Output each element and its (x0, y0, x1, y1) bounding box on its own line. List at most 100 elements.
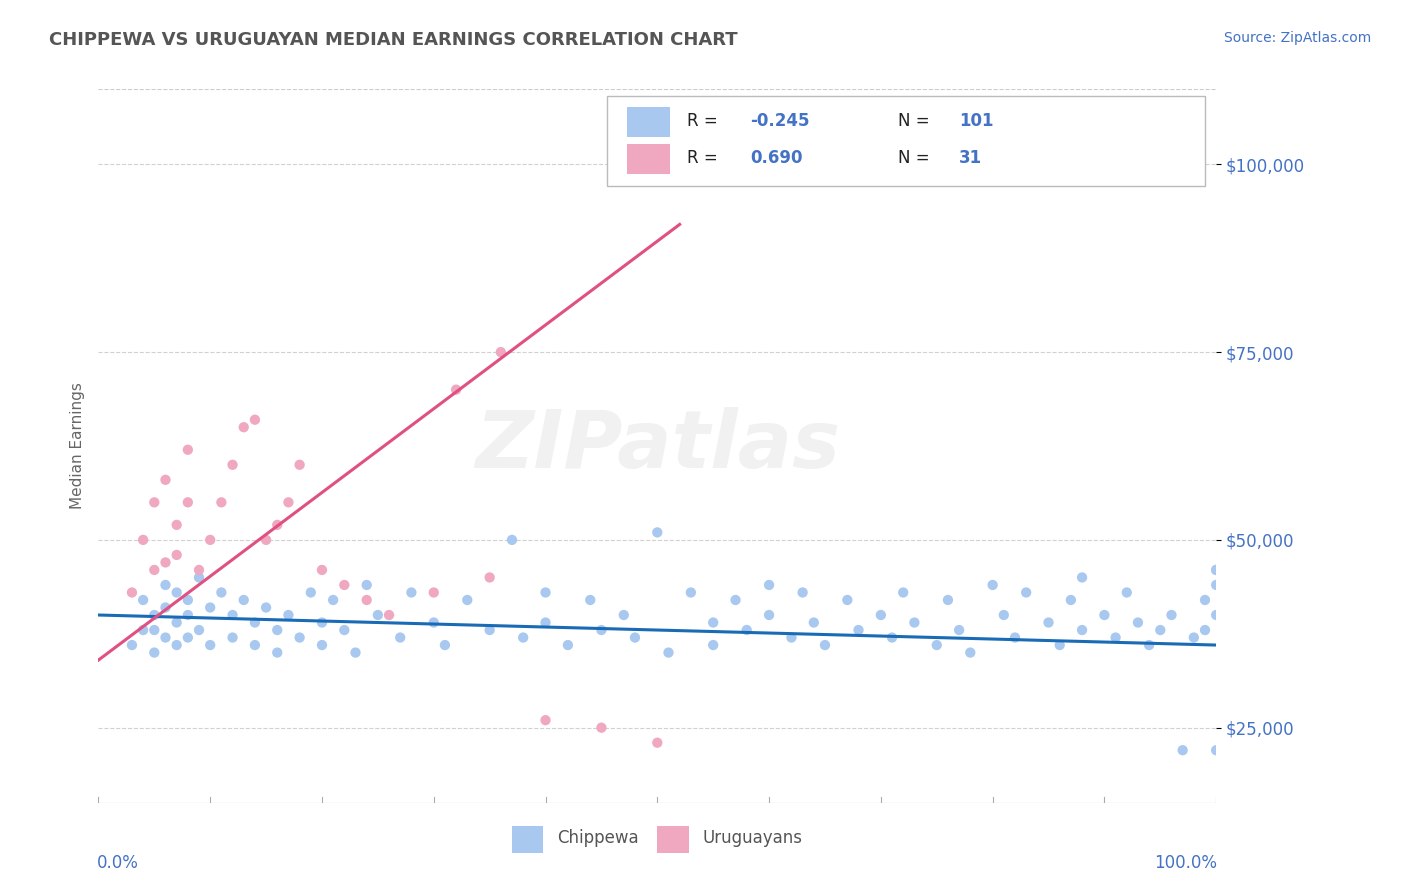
Text: R =: R = (688, 112, 724, 130)
Text: N =: N = (897, 112, 935, 130)
Point (288, 458, 311, 472)
Point (221, 607, 243, 622)
Point (903, 615, 925, 630)
Point (534, 713, 557, 727)
Point (624, 631, 647, 645)
Point (121, 638, 143, 652)
Text: Chippewa: Chippewa (557, 830, 638, 847)
FancyBboxPatch shape (627, 107, 669, 137)
Point (1160, 607, 1182, 622)
Point (724, 593, 747, 607)
Point (1094, 607, 1116, 622)
Point (1171, 743, 1194, 757)
Point (266, 623, 288, 637)
Point (534, 615, 557, 630)
Point (177, 631, 200, 645)
FancyBboxPatch shape (512, 826, 543, 853)
Point (1149, 623, 1171, 637)
Point (299, 585, 322, 599)
Point (657, 646, 679, 660)
Point (478, 570, 501, 584)
Point (679, 585, 702, 599)
Point (132, 593, 155, 607)
Text: 100.0%: 100.0% (1154, 855, 1218, 872)
Point (333, 623, 356, 637)
Point (1038, 615, 1060, 630)
Point (1071, 623, 1094, 637)
Point (948, 623, 970, 637)
Point (780, 631, 803, 645)
Point (311, 563, 333, 577)
Point (1060, 593, 1083, 607)
Point (277, 607, 299, 622)
Point (200, 600, 222, 615)
Point (613, 607, 636, 622)
Point (456, 593, 478, 607)
Point (356, 578, 378, 592)
Point (166, 615, 188, 630)
Text: 0.0%: 0.0% (97, 855, 139, 872)
Point (1205, 563, 1227, 577)
Point (177, 495, 200, 509)
Point (1182, 631, 1205, 645)
Text: N =: N = (897, 150, 935, 168)
Point (143, 646, 166, 660)
Text: Source: ZipAtlas.com: Source: ZipAtlas.com (1223, 31, 1371, 45)
Point (188, 563, 211, 577)
Point (155, 578, 177, 592)
Point (243, 638, 266, 652)
Point (735, 623, 758, 637)
Point (311, 615, 333, 630)
Point (702, 615, 724, 630)
Point (512, 631, 534, 645)
Text: R =: R = (688, 150, 724, 168)
Point (478, 623, 501, 637)
Point (322, 593, 344, 607)
Point (288, 631, 311, 645)
Point (266, 646, 288, 660)
Point (177, 442, 200, 457)
Point (1071, 570, 1094, 584)
Point (166, 548, 188, 562)
Point (814, 638, 837, 652)
Point (1205, 563, 1227, 577)
Text: CHIPPEWA VS URUGUAYAN MEDIAN EARNINGS CORRELATION CHART: CHIPPEWA VS URUGUAYAN MEDIAN EARNINGS CO… (49, 31, 738, 49)
Point (266, 517, 288, 532)
Point (243, 615, 266, 630)
Point (166, 517, 188, 532)
Point (243, 413, 266, 427)
Point (1104, 631, 1126, 645)
Point (792, 585, 814, 599)
Point (591, 721, 613, 735)
Point (155, 473, 177, 487)
Point (702, 638, 724, 652)
Point (422, 585, 444, 599)
Point (758, 578, 780, 592)
Point (1205, 743, 1227, 757)
Text: Uruguayans: Uruguayans (702, 830, 801, 847)
Point (444, 383, 467, 397)
Point (177, 607, 200, 622)
Point (647, 525, 669, 540)
FancyBboxPatch shape (627, 145, 669, 174)
Text: ZIPatlas: ZIPatlas (475, 407, 839, 485)
Point (311, 638, 333, 652)
Point (155, 600, 177, 615)
Point (891, 585, 914, 599)
Point (121, 585, 143, 599)
Point (132, 533, 155, 547)
Point (758, 607, 780, 622)
Y-axis label: Median Earnings: Median Earnings (69, 383, 84, 509)
Point (1126, 615, 1149, 630)
Text: 31: 31 (959, 150, 983, 168)
Point (143, 607, 166, 622)
Point (221, 631, 243, 645)
Point (1194, 623, 1216, 637)
Point (1015, 585, 1038, 599)
Point (848, 623, 870, 637)
Point (132, 623, 155, 637)
Point (1004, 631, 1026, 645)
Point (401, 585, 423, 599)
Point (254, 600, 277, 615)
Point (209, 585, 232, 599)
